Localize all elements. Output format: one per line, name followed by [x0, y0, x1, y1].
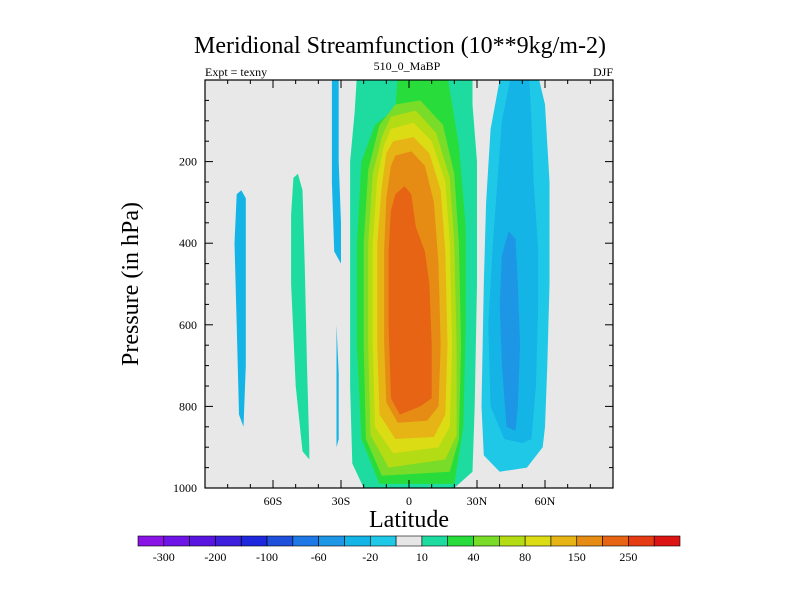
experiment-label: Expt = texny	[205, 65, 267, 79]
colorbar-label: -100	[256, 550, 278, 564]
x-axis: 60S 30S 0 30N 60N	[227, 80, 591, 508]
colorbar-swatch	[292, 535, 319, 547]
colorbar-swatch	[499, 535, 526, 547]
colorbar-label: -200	[204, 550, 226, 564]
colorbar-swatch	[189, 535, 216, 547]
x-tick-label: 30N	[467, 494, 488, 508]
x-tick-label: 30S	[332, 494, 351, 508]
chart-title: Meridional Streamfunction (10**9kg/m-2)	[194, 33, 606, 59]
colorbar-swatch	[421, 535, 449, 547]
colorbar-label: -300	[153, 550, 175, 564]
y-tick-label: 800	[179, 399, 197, 413]
colorbar-label: 40	[468, 550, 480, 564]
x-axis-label: Latitude	[369, 507, 449, 533]
colorbar-label: -20	[362, 550, 378, 564]
season-label: DJF	[593, 65, 613, 79]
colorbar-swatch	[395, 535, 423, 547]
colorbar-swatch	[369, 535, 397, 547]
run-label: 510_0_MaBP	[374, 59, 441, 73]
x-tick-label: 60N	[535, 494, 556, 508]
colorbar-swatch	[473, 535, 500, 547]
contour-hadley-250	[388, 186, 432, 415]
y-tick-label: 1000	[173, 481, 197, 495]
colorbar-label: 250	[619, 550, 637, 564]
colorbar-swatch	[602, 535, 629, 547]
colorbar-label: 150	[568, 550, 586, 564]
contour-cell-neg-30s-bottom	[336, 324, 339, 448]
x-tick-label: 0	[406, 494, 412, 508]
colorbar-swatch	[266, 535, 294, 547]
colorbar-swatch	[447, 535, 474, 547]
contour-layer	[234, 80, 550, 488]
x-tick-label: 60S	[264, 494, 283, 508]
y-tick-label: 400	[179, 236, 197, 250]
colorbar-swatch	[240, 535, 268, 547]
y-tick-label: 200	[179, 155, 197, 169]
colorbar-swatch	[215, 535, 242, 547]
colorbar-swatch	[318, 535, 345, 547]
colorbar-swatch	[137, 535, 165, 547]
contour-ferrel-neg-40	[499, 231, 521, 431]
colorbar-swatch	[524, 535, 552, 547]
colorbar-swatch	[628, 535, 655, 547]
colorbar-label: 10	[416, 550, 428, 564]
colorbar-label: 80	[519, 550, 531, 564]
colorbar-swatch	[653, 535, 681, 547]
y-axis-label: Pressure (in hPa)	[118, 202, 144, 366]
contour-cell-neg-30s-top	[331, 80, 341, 264]
colorbar-swatch	[344, 535, 371, 547]
contour-cell-pos-south	[291, 173, 310, 460]
y-tick-label: 600	[179, 318, 197, 332]
colorbar-swatch	[576, 535, 603, 547]
colorbar-swatch	[163, 535, 190, 547]
colorbar: -300 -200 -100 -60 -20 10 40 80 150 250	[137, 535, 681, 564]
contour-cell-neg-far-south	[234, 190, 246, 427]
colorbar-swatch	[550, 535, 578, 547]
colorbar-label: -60	[311, 550, 327, 564]
y-axis: 200 400 600 800 1000	[173, 99, 613, 495]
